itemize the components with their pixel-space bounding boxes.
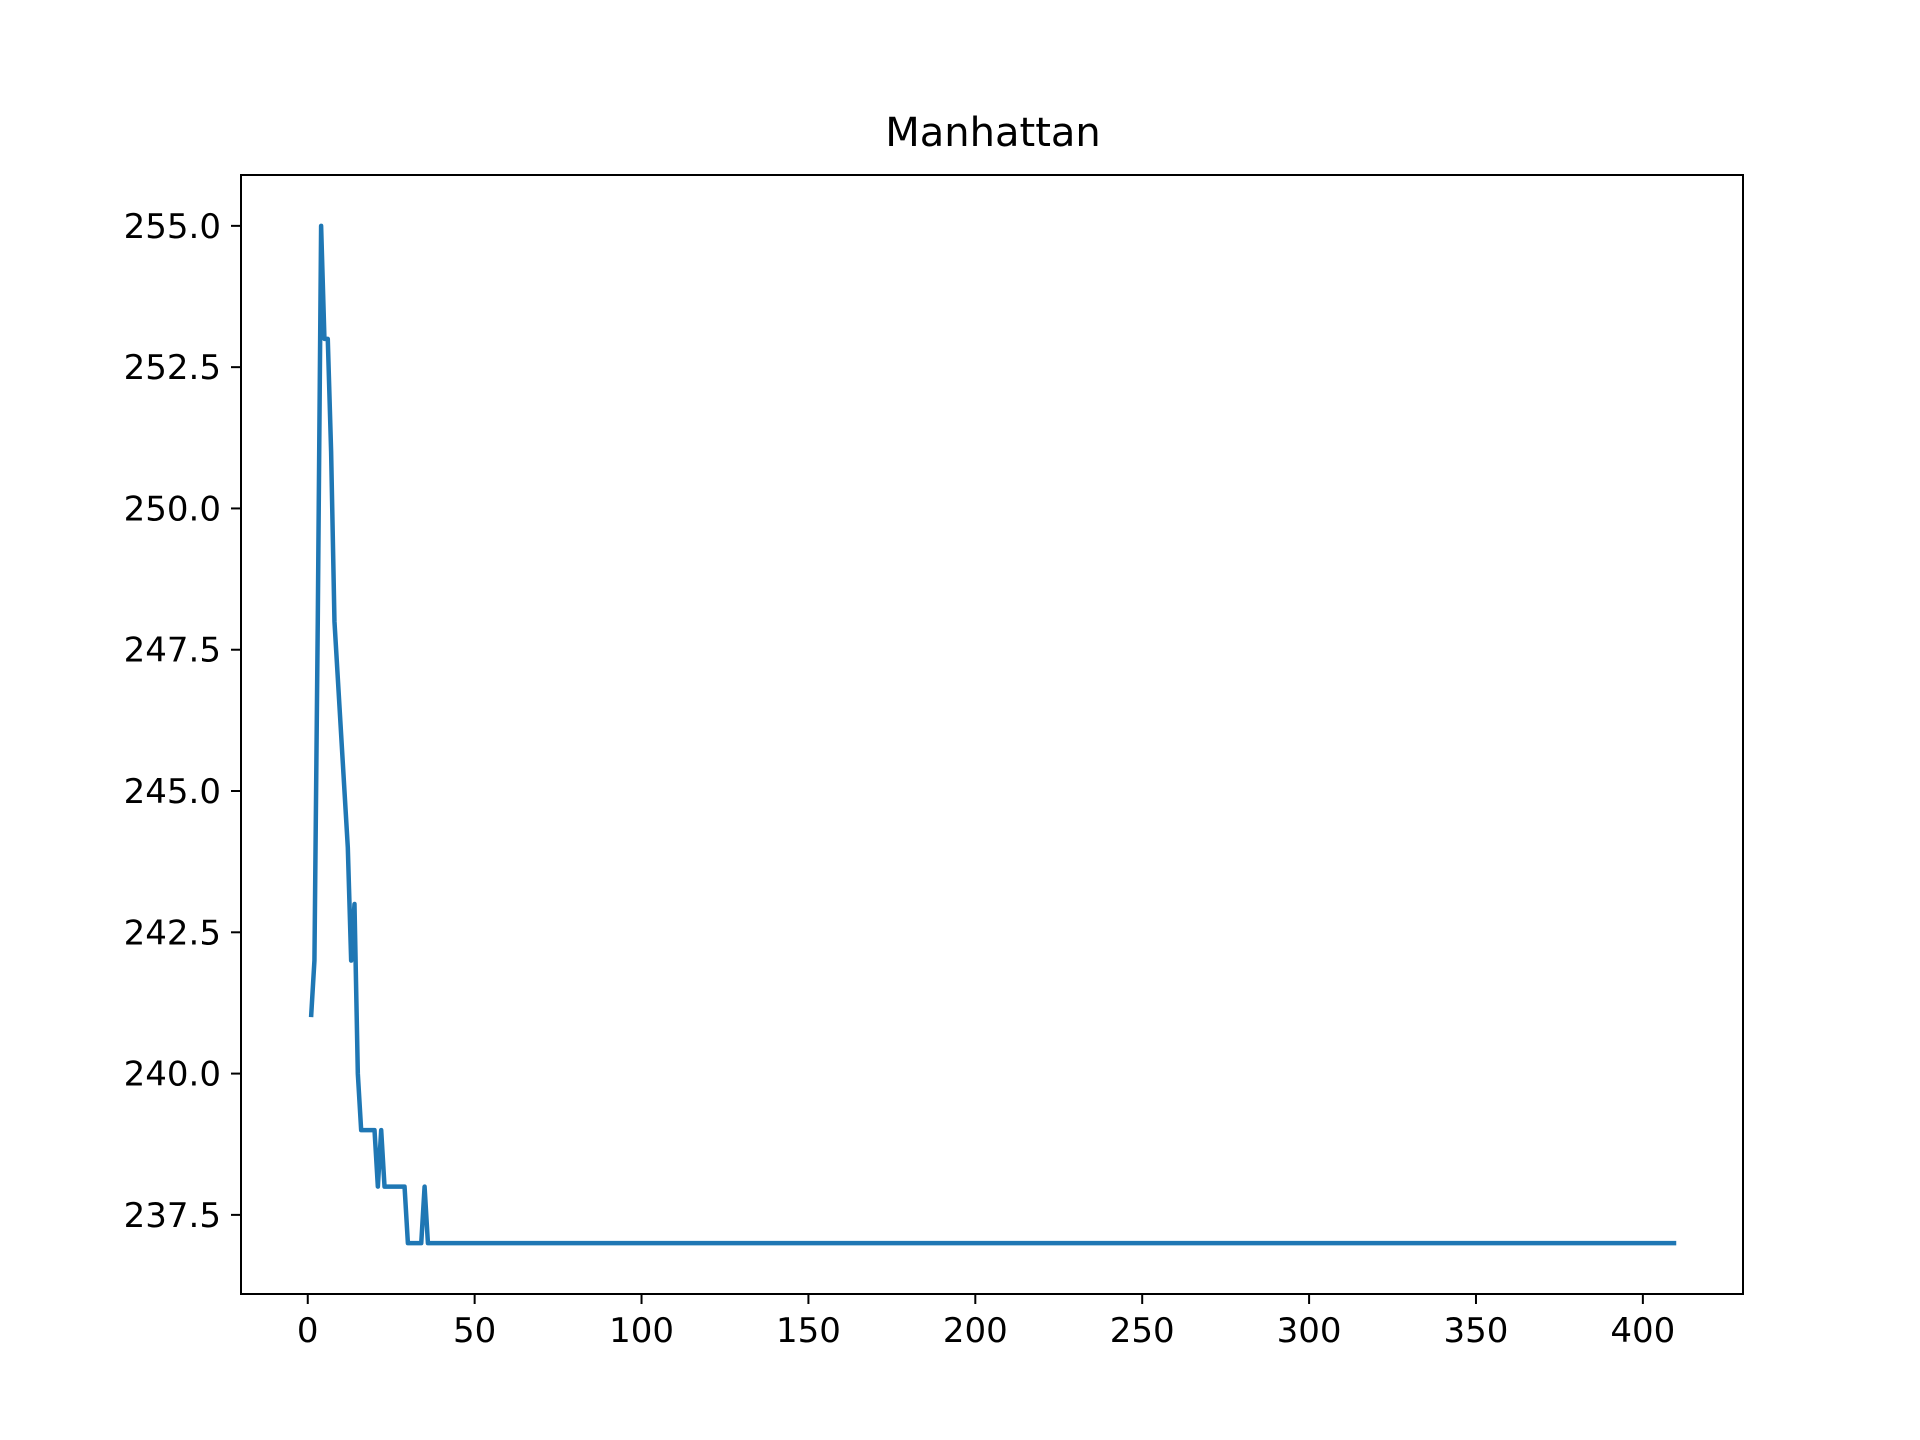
y-tick-label: 242.5	[124, 913, 221, 953]
y-tick-label: 250.0	[124, 489, 221, 529]
series-layer	[308, 223, 1677, 1246]
y-tick-label: 247.5	[124, 631, 221, 671]
plot-frame	[240, 174, 1744, 1295]
x-tick-label: 50	[453, 1311, 496, 1351]
series-line-0	[308, 223, 1677, 1246]
x-tick-label: 250	[1110, 1311, 1175, 1351]
x-tick-label: 100	[609, 1311, 674, 1351]
x-tick-label: 300	[1277, 1311, 1342, 1351]
x-tick-label: 400	[1610, 1311, 1675, 1351]
y-tick-label: 240.0	[124, 1055, 221, 1095]
x-tick-label: 0	[297, 1311, 319, 1351]
y-tick-label: 252.5	[124, 348, 221, 388]
chart-title: Manhattan	[885, 110, 1100, 156]
y-tick-label: 237.5	[124, 1196, 221, 1236]
y-tick-label: 245.0	[124, 772, 221, 812]
x-tick-label: 200	[943, 1311, 1008, 1351]
x-tick-label: 350	[1444, 1311, 1509, 1351]
x-tick-label: 150	[776, 1311, 841, 1351]
y-axis: 237.5 240.0 242.5 245.0 247.5 250.0 252.5 255.0	[124, 207, 241, 1236]
x-axis: 0 50 100 150 200 250 300 350 400	[297, 1294, 1675, 1351]
y-tick-label: 255.0	[124, 207, 221, 247]
